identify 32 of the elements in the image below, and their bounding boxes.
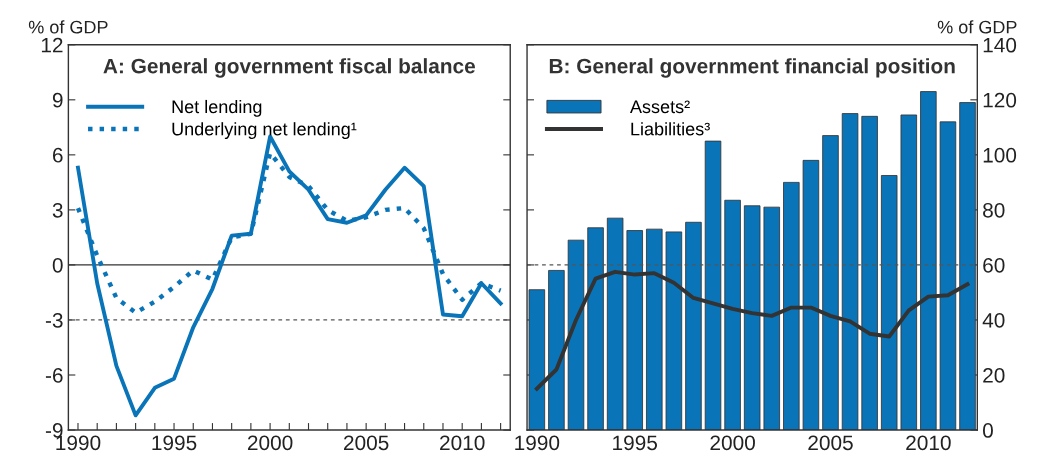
y-tick-label: 120 [983,92,1017,108]
y-tick-label: 80 [983,202,1005,218]
y-tick-label: 140 [983,37,1017,53]
y-axis-title: % of GDP [937,20,1017,34]
legend-label: Net lending [172,99,262,117]
x-tick-label: 2000 [710,435,755,451]
y-tick-label: 20 [983,368,1005,383]
y-tick-label: 9 [52,92,63,108]
x-tick-label: 2010 [440,435,485,451]
y-tick-label: 6 [52,147,63,163]
y-tick-label: 12 [41,37,63,53]
legend-label: Assets² [629,100,690,114]
x-tick-label: 1995 [152,435,197,451]
y-tick-label: 100 [983,147,1017,163]
x-tick-label: 1990 [515,435,560,451]
y-tick-label: 40 [982,312,1005,328]
text: A: General government fiscal balance [103,58,476,78]
x-tick-label: 2010 [906,435,951,451]
y-tick-label: -3 [45,312,63,328]
y-axis-title: % of GDP [28,20,108,34]
y-tick-label: 3 [52,202,63,218]
x-tick-label: 2005 [344,435,389,451]
y-tick-label: -6 [45,368,63,383]
legend-label: Liabilities³ [631,122,710,136]
y-tick-label: 60 [983,257,1005,273]
y-tick-label: 0 [982,423,993,438]
x-tick-label: 2005 [808,435,853,451]
legend-label: Underlying net lending¹ [172,122,357,139]
x-tick-label: 2000 [247,435,293,451]
text: B: General government financial position [549,58,955,78]
x-tick-label: 1995 [613,435,658,451]
y-tick-label: 0 [52,257,63,273]
